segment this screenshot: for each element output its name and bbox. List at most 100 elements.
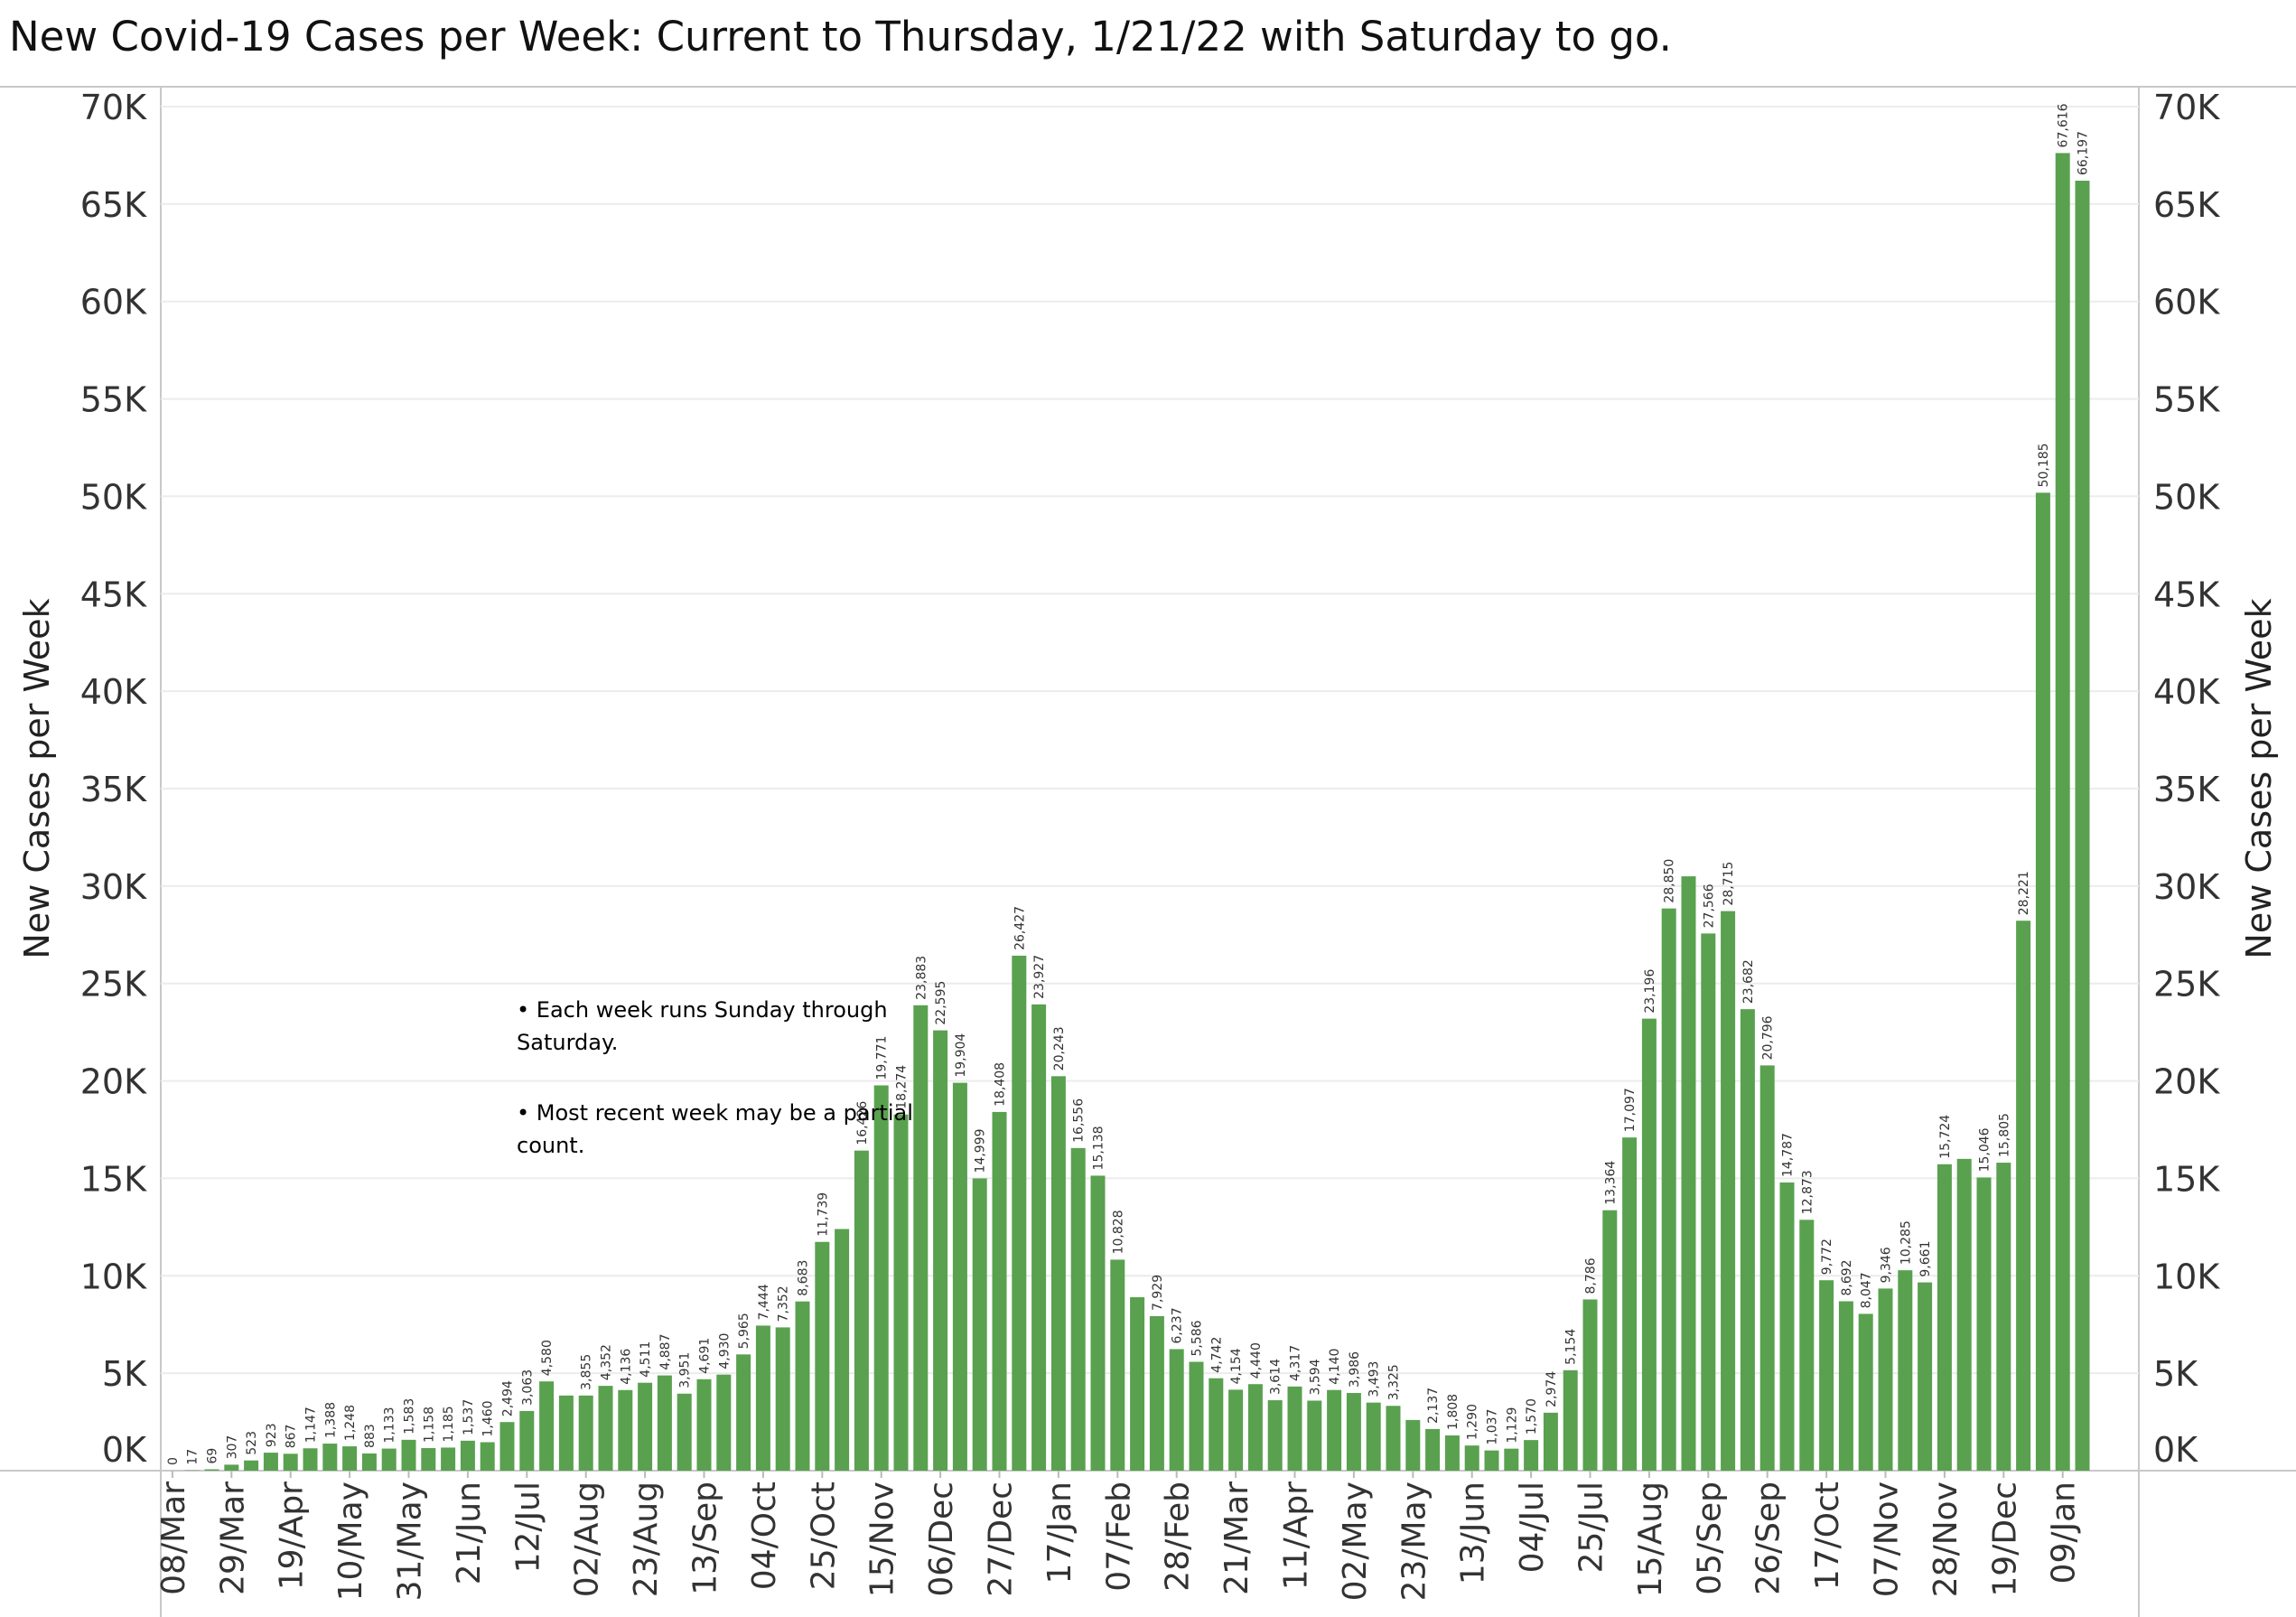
bar [598,1386,613,1471]
bar [1287,1386,1302,1471]
y-axis-left: 0K 5K 10K 15K 20K 25K 30K 35K 40K 45K 50K 55K 60K 65K… [80,88,147,1470]
y-tick-label-right: 5K [2153,1354,2198,1394]
bar-value-label: 27,566 [1702,883,1716,928]
bar-value-label: 2,974 [1545,1371,1559,1407]
bar-value-label: 67,616 [2057,103,2071,147]
bar [1563,1369,1578,1471]
x-tick-label: 23/May [1395,1481,1433,1601]
x-tick-label: 06/Dec [923,1481,960,1597]
bar [1228,1389,1244,1471]
y-tick-label-left: 50K [80,477,147,517]
bar-value-label: 1,147 [304,1407,319,1443]
bar [815,1241,830,1471]
x-tick-label: 28/Feb [1160,1481,1197,1592]
x-tick-label: 02/Aug [569,1481,606,1597]
y-tick-label-left: 0K [102,1430,147,1470]
x-tick-label: 15/Nov [864,1481,901,1597]
bar [441,1447,456,1471]
bar-value-label: 17 [186,1449,201,1465]
x-tick-label: 17/Jan [1041,1481,1078,1584]
bar-value-label: 6,237 [1171,1307,1185,1343]
bar [2075,181,2090,1472]
bar-value-label: 23,682 [1741,959,1756,1004]
x-tick-label: 28/Nov [1927,1481,1965,1597]
bar [1012,955,1027,1471]
x-tick-label: 07/Nov [1869,1481,1906,1597]
bar-value-label: 8,786 [1584,1257,1599,1294]
bar [1878,1288,1893,1471]
bar-value-label: 13,364 [1603,1161,1618,1205]
bar-value-label: 7,352 [777,1285,791,1322]
bar [401,1439,416,1471]
bar [1759,1065,1775,1471]
bar-value-label: 8,047 [1860,1272,1874,1308]
bar-value-label: 28,221 [2017,871,2031,915]
bar-value-label: 22,595 [934,981,948,1025]
x-tick-label: 26/Sep [1750,1481,1787,1595]
bar-value-label: 1,460 [481,1400,496,1436]
x-tick-label: 05/Sep [1691,1481,1728,1595]
bar [244,1460,259,1471]
bar-value-label: 5,586 [1190,1320,1205,1356]
bar [224,1464,239,1471]
bar [1050,1076,1066,1471]
y-tick-label-right: 70K [2153,88,2220,127]
bar-value-label: 1,290 [1466,1404,1480,1440]
bar [1661,908,1676,1471]
x-tick-label: 17/Oct [1809,1481,1846,1590]
bar [618,1389,633,1471]
bar-value-label: 923 [265,1423,279,1447]
y-axis-right: 0K 5K 10K 15K 20K 25K 30K 35K 40K 45K 50K 55K 60K 65K… [2153,88,2220,1470]
x-tick-label: 15/Aug [1632,1481,1669,1597]
x-tick-label: 09/Jan [2046,1481,2083,1584]
bar [322,1444,338,1471]
bar-value-label: 4,440 [1249,1342,1264,1379]
bar [1701,933,1716,1471]
x-tick-label: 19/Apr [274,1481,311,1590]
bar-value-label: 7,929 [1151,1275,1165,1311]
bar [2035,492,2050,1471]
bar-value-label: 3,986 [1348,1351,1362,1388]
gridlines [161,106,2139,1375]
bar [1956,1158,1972,1471]
bar-value-label: 15,805 [1997,1113,2011,1157]
bar [972,1178,987,1471]
y-tick-label-left: 55K [80,380,147,420]
y-tick-label-right: 10K [2153,1257,2220,1296]
bar-value-label: 28,715 [1722,862,1736,906]
y-tick-label-left: 25K [80,965,147,1005]
bar [1386,1406,1401,1471]
bar [1504,1448,1519,1471]
bar-value-label: 3,951 [678,1352,693,1388]
bar [1838,1301,1853,1471]
y-tick-label-right: 50K [2153,477,2220,517]
bar-value-label: 523 [245,1431,259,1455]
x-tick-label: 10/May [332,1481,369,1601]
bar [204,1469,219,1471]
bar [716,1374,732,1471]
bar-value-label: 14,999 [974,1128,988,1173]
bar-value-label: 4,742 [1209,1337,1224,1373]
bar-value-label: 5,154 [1564,1329,1579,1365]
bar-value-label: 3,063 [520,1369,535,1406]
bar [1464,1445,1479,1471]
x-tick-label: 04/Oct [746,1481,783,1590]
annotation-partial-count: • Most recent week may be a partial coun… [517,1100,913,1158]
bar [1937,1164,1952,1471]
bar-value-label: 9,661 [1918,1241,1933,1277]
bar-value-label: 4,140 [1328,1349,1342,1385]
bar-value-label: 8,683 [797,1260,811,1296]
x-tick-label: 13/Sep [687,1481,724,1595]
bar [1425,1428,1441,1471]
bar [1721,911,1736,1471]
y-tick-label-left: 5K [102,1354,147,1394]
bar-value-label: 1,808 [1446,1394,1461,1430]
bar-value-label: 2,137 [1426,1388,1441,1424]
bar [1405,1419,1421,1471]
bar-value-label: 28,850 [1663,859,1677,903]
bar-value-label: 1,570 [1525,1398,1539,1435]
x-tick-label: 19/Dec [1986,1481,2023,1597]
x-tick-label: 13/Jun [1455,1481,1492,1584]
bar [2055,153,2070,1472]
y-tick-label-left: 45K [80,575,147,614]
